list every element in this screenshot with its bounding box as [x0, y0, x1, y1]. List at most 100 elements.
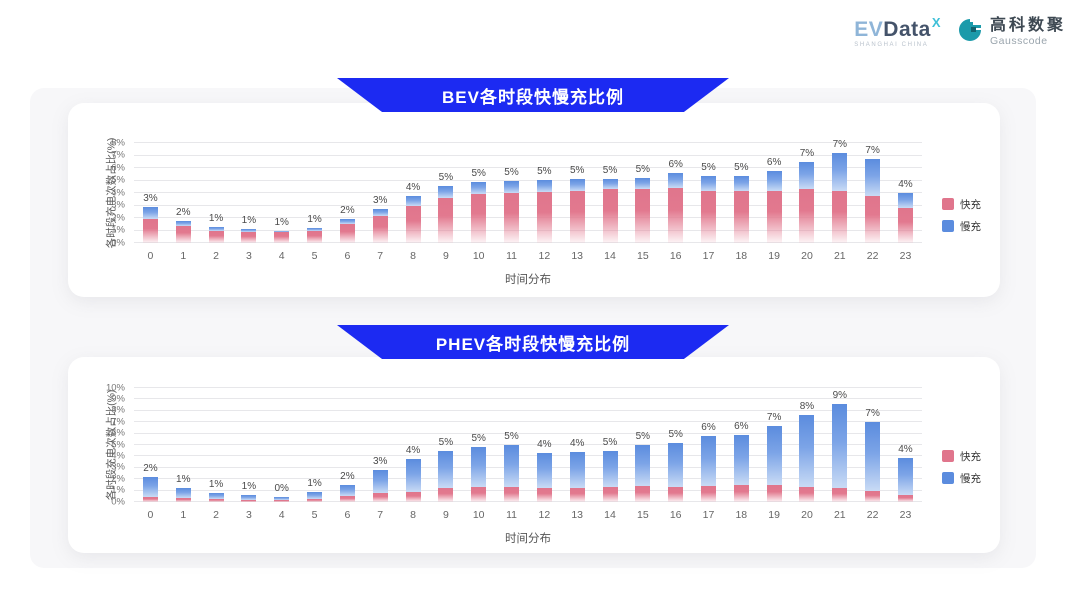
slow-charge-segment: [438, 185, 454, 198]
bar-total-label: 3%: [372, 456, 388, 468]
legend-item-慢充[interactable]: 慢充: [942, 471, 981, 486]
slow-charge-segment: [733, 434, 749, 486]
slow-charge-segment: [405, 458, 421, 492]
slow-charge-segment: [897, 457, 913, 496]
x-tick-label: 2: [213, 250, 219, 262]
legend-item-快充[interactable]: 快充: [942, 449, 981, 464]
x-tick-label: 19: [768, 509, 780, 521]
x-tick-label: 20: [801, 250, 813, 262]
x-tick-label: 9: [442, 509, 449, 521]
bar-stack: [504, 180, 520, 243]
x-axis-title: 时间分布: [505, 533, 551, 545]
bar-total-label: 4%: [405, 444, 421, 456]
slow-charge-segment: [175, 220, 191, 227]
legend-item-快充[interactable]: 快充: [942, 197, 981, 212]
fast-charge-segment: [339, 223, 355, 243]
evdata-logo: EVDataX SHANGHAI CHINA: [854, 16, 941, 48]
fast-charge-segment: [471, 194, 487, 243]
bar-stack: [175, 220, 191, 243]
bar-total-label: 2%: [340, 470, 355, 482]
bar-total-label: 4%: [405, 181, 421, 193]
x-tick-label: 16: [669, 509, 682, 521]
bar-slot: 4%: [561, 388, 594, 502]
fast-charge-segment: [241, 232, 257, 243]
bar-slot: 9%: [823, 388, 856, 502]
slow-charge-segment: [733, 175, 749, 191]
bar-total-label: 1%: [208, 212, 224, 224]
bar-stack: [274, 231, 290, 243]
bar-slot: 1%: [298, 143, 331, 243]
bar-stack: [766, 170, 782, 243]
x-tick-label: 11: [506, 509, 517, 521]
bar-stack: [766, 425, 782, 502]
bar-total-label: 4%: [898, 179, 913, 190]
bar-slot: 5%: [462, 388, 495, 502]
x-tick-label: 0: [147, 250, 154, 262]
bar-stack: [142, 476, 158, 502]
x-tick-label: 6: [344, 509, 351, 521]
slow-charge-segment: [766, 425, 782, 485]
bar-slot: 4%: [889, 388, 922, 502]
fast-charge-segment: [569, 487, 585, 502]
bar-slot: 2%: [134, 388, 167, 502]
x-tick-label: 6: [344, 250, 351, 262]
gausscode-text: 高科数聚 Gausscode: [990, 17, 1066, 47]
gridline: 9%: [111, 393, 922, 404]
gridline: 8%: [111, 137, 922, 148]
y-tick-label: 3%: [111, 199, 125, 211]
gridline: 2%: [111, 212, 922, 223]
gridline: 0%: [111, 496, 922, 507]
bar-total-label: 6%: [668, 159, 683, 170]
gridline: 5%: [111, 175, 922, 186]
bar-slot: 5%: [626, 388, 659, 502]
fast-charge-segment: [635, 189, 651, 243]
fast-charge-segment: [700, 190, 716, 243]
evdata-data-text: Data: [883, 18, 931, 41]
slow-charge-segment: [799, 161, 815, 190]
slow-charge-segment: [832, 403, 848, 489]
legend: 快充 慢充: [942, 449, 981, 486]
bar-stack: [175, 488, 191, 502]
bar-total-label: 5%: [471, 167, 486, 179]
bar-slot: 2%: [331, 388, 364, 502]
bar-total-label: 0%: [274, 482, 289, 494]
x-tick-label: 12: [538, 509, 551, 521]
slow-charge-segment: [372, 209, 388, 216]
x-tick-label: 22: [866, 250, 879, 262]
slow-charge-segment: [602, 178, 618, 190]
gridline: 8%: [111, 405, 922, 416]
legend-item-慢充[interactable]: 慢充: [942, 219, 981, 234]
x-tick-label: 17: [702, 250, 715, 262]
fast-charge-segment: [208, 230, 224, 243]
y-tick-label: 8%: [111, 404, 125, 416]
slow-charge-segment: [799, 415, 815, 488]
bar-total-label: 5%: [471, 433, 486, 445]
bar-stack: [504, 445, 520, 502]
bar-stack: [339, 219, 355, 243]
gausscode-logo: 高科数聚 Gausscode: [957, 17, 1066, 48]
bar-total-label: 2%: [176, 206, 191, 218]
legend-swatch: [942, 472, 954, 484]
bar-stack: [602, 450, 618, 502]
slow-charge-segment: [865, 422, 881, 491]
x-tick-label: 23: [899, 250, 912, 262]
bar-total-label: 1%: [241, 481, 257, 493]
fast-charge-segment: [865, 490, 881, 502]
slow-charge-segment: [438, 450, 454, 489]
header-logos: EVDataX SHANGHAI CHINA 高科数聚 Gausscode: [854, 16, 1066, 48]
bar-total-label: 5%: [734, 161, 749, 173]
slow-charge-segment: [471, 447, 487, 488]
gausscode-en-name: Gausscode: [989, 34, 1048, 47]
bar-total-label: 1%: [176, 474, 191, 486]
y-tick-label: 8%: [111, 137, 125, 148]
y-tick-label: 10%: [105, 382, 125, 393]
bar-total-label: 3%: [372, 195, 388, 207]
fast-charge-segment: [241, 499, 257, 502]
bar-total-label: 4%: [569, 437, 585, 449]
x-tick-label: 3: [245, 250, 252, 262]
phev-chart-title: PHEV各时段快慢充比例: [435, 334, 631, 354]
bev-chart-banner: BEV各时段快慢充比例: [337, 78, 729, 112]
x-tick-label: 7: [377, 509, 384, 521]
bar-slot: 1%: [167, 388, 200, 502]
bar-slot: 7%: [823, 140, 856, 243]
